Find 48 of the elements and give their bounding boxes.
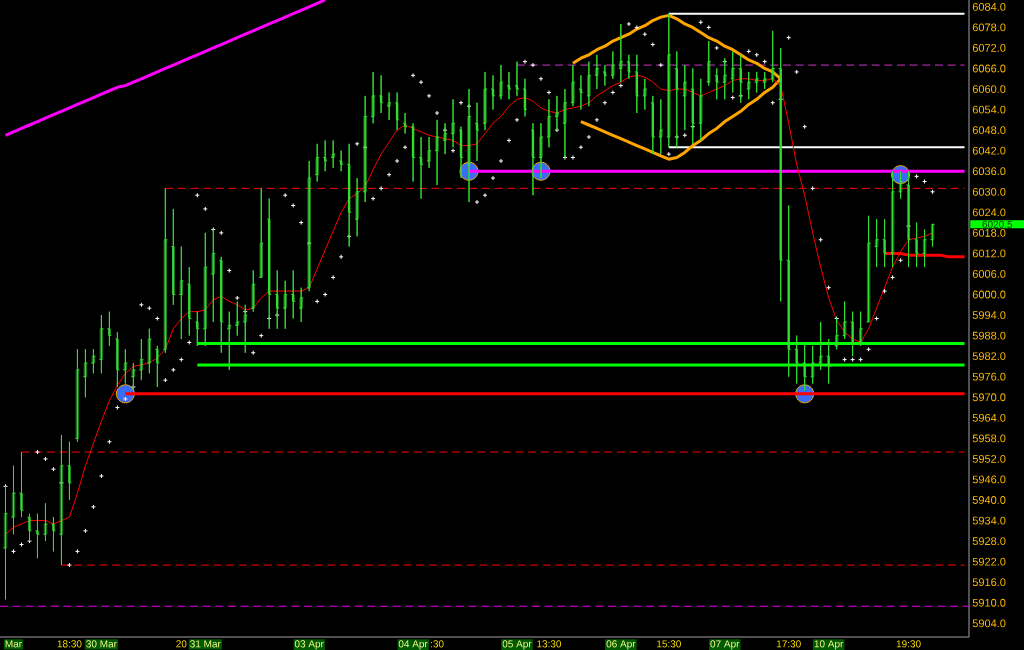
y-tick-label: 5982.0: [972, 352, 1006, 361]
y-tick-label: 6048.0: [972, 126, 1006, 135]
y-tick-label: 6000.0: [972, 290, 1006, 299]
x-tick-label: 18:30: [57, 640, 82, 648]
x-tick-label: Mar: [5, 640, 22, 648]
y-tick-label: 5946.0: [972, 475, 1006, 484]
y-tick-label: 6066.0: [972, 64, 1006, 73]
x-tick-label: :30: [431, 640, 444, 648]
y-tick-label: 6060.0: [972, 85, 1006, 93]
x-tick-label: 30 Mar: [86, 640, 117, 648]
y-tick-label: 5916.0: [972, 578, 1006, 587]
y-tick-label: 6012.0: [972, 249, 1006, 258]
x-tick-label: 03 Apr: [294, 640, 324, 650]
y-tick-label: 5904.0: [972, 619, 1006, 628]
y-tick-label: 6024.0: [972, 208, 1006, 217]
x-tick-label: 31 Mar: [190, 640, 221, 648]
y-tick-label: 5976.0: [972, 372, 1006, 381]
y-tick-label: 6018.0: [972, 228, 1006, 237]
y-tick-label: 5940.0: [972, 496, 1006, 504]
y-tick-label: 5910.0: [972, 598, 1006, 607]
y-tick-label: 5952.0: [972, 455, 1006, 463]
y-tick-label: 5934.0: [972, 516, 1006, 525]
y-tick-label: 5922.0: [972, 557, 1006, 566]
y-tick-label: 6084.0: [972, 2, 1006, 11]
x-tick-label: 06 Apr: [606, 640, 636, 650]
x-tick-label: 05 Apr: [502, 640, 532, 650]
y-tick-label: 6042.0: [972, 146, 1006, 155]
x-tick-label: 17:30: [776, 640, 801, 648]
x-tick-label: 19:30: [896, 640, 921, 648]
x-tick-label: 04 Apr: [398, 640, 428, 650]
x-tick-label: 13:30: [537, 640, 562, 648]
y-tick-label: 6006.0: [972, 270, 1006, 278]
y-tick-label: 5958.0: [972, 434, 1006, 443]
x-tick-label: 20: [176, 640, 187, 648]
x-tick-label: 10 Apr: [814, 640, 844, 650]
y-tick-label: 6036.0: [972, 167, 1006, 176]
x-tick-label: 15:30: [657, 640, 681, 648]
y-tick-label: 6078.0: [972, 23, 1006, 32]
y-tick-label: 5970.0: [972, 393, 1006, 402]
y-tick-label: 5928.0: [972, 537, 1006, 545]
x-tick-label: 07 Apr: [710, 640, 740, 650]
y-tick-label: 5988.0: [972, 331, 1006, 340]
y-tick-label: 6054.0: [972, 105, 1006, 114]
y-tick-label: 5994.0: [972, 311, 1006, 319]
y-tick-label: 5964.0: [972, 413, 1006, 422]
text: 6020.5: [982, 220, 1013, 228]
y-tick-label: 6030.0: [972, 187, 1006, 196]
y-tick-label: 6072.0: [972, 44, 1006, 52]
